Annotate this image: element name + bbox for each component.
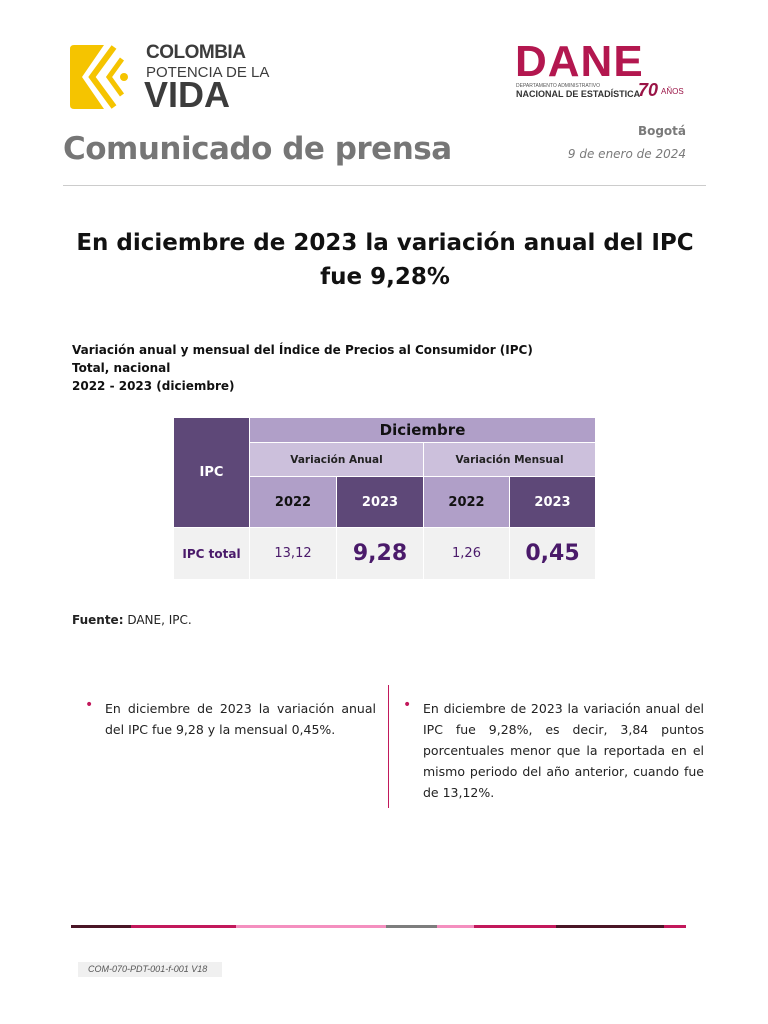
caption-line2: Total, nacional [72,361,171,375]
gov-logo-line3: VIDA [144,74,231,115]
ipc-table: IPC Diciembre Variación Anual Variación … [173,417,596,580]
caption-line1: Variación anual y mensual del Índice de … [72,343,533,357]
footer-bar-segment [474,925,556,928]
footer-bar-segment [556,925,664,928]
value-cell: 0,45 [509,527,596,580]
dane-logo-sub2: NACIONAL DE ESTADÍSTICA [516,89,641,99]
footer-bar-segment [437,925,474,928]
row-label: IPC total [173,527,250,580]
colombia-logo-icon [70,45,128,109]
column-divider [388,685,389,808]
dane-logo: DANE [515,37,644,86]
source-text: DANE, IPC. [123,613,192,627]
anniversary-word: AÑOS [661,87,684,96]
city: Bogotá [637,124,686,138]
bullet-text: En diciembre de 2023 la variación anual … [105,701,376,737]
group-annual: Variación Anual [249,442,424,477]
headline: En diciembre de 2023 la variación anual … [76,230,694,290]
footer-bar-segment [71,925,131,928]
gov-logo-line1: COLOMBIA [146,42,246,63]
bullet-text: En diciembre de 2023 la variación anual … [423,701,704,800]
anniversary-number: 70 [638,80,659,100]
source: Fuente: DANE, IPC. [72,613,192,627]
year-header: 2023 [509,476,596,528]
year-header: 2022 [249,476,337,528]
source-label: Fuente: [72,613,124,627]
divider [63,185,706,186]
value-cell: 1,26 [423,527,510,580]
year-header: 2023 [336,476,424,528]
bullet-item: • En diciembre de 2023 la variación anua… [403,697,704,803]
footer-bar-segment [131,925,236,928]
bullet-item: • En diciembre de 2023 la variación anua… [85,697,376,740]
month-header: Diciembre [249,417,596,443]
document-code: COM-070-PDT-001-f-001 V18 [78,962,222,977]
bullet-icon: • [403,697,412,713]
date: 9 de enero de 2024 [567,147,686,161]
value-cell: 9,28 [336,527,424,580]
row-header: IPC [173,417,250,528]
footer-bar-segment [664,925,686,928]
group-monthly: Variación Mensual [423,442,596,477]
footer-bar-segment [386,925,437,928]
year-header: 2022 [423,476,510,528]
gov-logo-line2: POTENCIA DE LA [146,64,270,81]
value-cell: 13,12 [249,527,337,580]
footer-bar-segment [236,925,386,928]
caption-line3: 2022 - 2023 (diciembre) [72,379,235,393]
dane-logo-sub1: DEPARTAMENTO ADMINISTRATIVO [516,83,600,89]
bullet-icon: • [85,697,94,713]
doc-type-title: Comunicado de prensa [63,131,452,167]
